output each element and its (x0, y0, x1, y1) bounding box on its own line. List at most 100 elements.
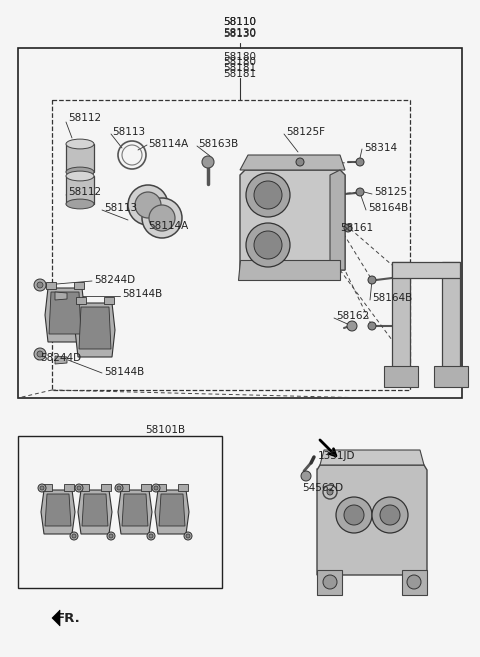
Circle shape (246, 223, 290, 267)
Text: 58125F: 58125F (286, 127, 325, 137)
Text: 58101B: 58101B (145, 425, 185, 435)
Text: 58130: 58130 (224, 28, 256, 38)
Bar (74, 282, 84, 289)
Polygon shape (122, 494, 148, 526)
Text: 58181: 58181 (223, 69, 257, 79)
Polygon shape (159, 494, 185, 526)
Circle shape (38, 484, 46, 492)
Bar (79, 484, 89, 491)
Circle shape (344, 224, 352, 232)
Ellipse shape (149, 205, 175, 231)
Polygon shape (55, 292, 67, 300)
Polygon shape (155, 490, 189, 534)
Text: 58125: 58125 (374, 187, 407, 197)
Polygon shape (82, 494, 108, 526)
Circle shape (154, 486, 158, 490)
Text: 58113: 58113 (112, 127, 145, 137)
Polygon shape (392, 262, 410, 372)
Ellipse shape (66, 167, 94, 177)
Circle shape (356, 158, 364, 166)
Circle shape (336, 497, 372, 533)
Bar (18, 48, 462, 398)
Polygon shape (41, 490, 75, 534)
Circle shape (407, 575, 421, 589)
Polygon shape (240, 170, 345, 270)
Circle shape (372, 497, 408, 533)
Text: FR.: FR. (56, 612, 81, 625)
Circle shape (344, 505, 364, 525)
Ellipse shape (128, 185, 168, 225)
Bar (156, 484, 166, 491)
Circle shape (246, 173, 290, 217)
Bar (42, 484, 52, 491)
Polygon shape (238, 260, 340, 280)
Polygon shape (434, 366, 468, 387)
Circle shape (327, 489, 333, 495)
Ellipse shape (66, 199, 94, 209)
Circle shape (75, 484, 83, 492)
Text: 58112: 58112 (68, 187, 101, 197)
Circle shape (254, 231, 282, 259)
Circle shape (34, 279, 46, 291)
Text: 58180: 58180 (224, 57, 256, 67)
Circle shape (356, 188, 364, 196)
Circle shape (147, 532, 155, 540)
Bar (119, 484, 129, 491)
Polygon shape (79, 307, 111, 349)
Bar (76, 297, 86, 304)
Circle shape (202, 156, 214, 168)
Text: 58164B: 58164B (372, 293, 412, 303)
Text: 58161: 58161 (340, 223, 373, 233)
Polygon shape (75, 303, 115, 357)
Ellipse shape (66, 171, 94, 181)
Text: 58164B: 58164B (368, 203, 408, 213)
Circle shape (40, 486, 44, 490)
Text: 58244D: 58244D (40, 353, 81, 363)
Text: 58144B: 58144B (104, 367, 144, 377)
Text: 58110: 58110 (224, 17, 256, 27)
Circle shape (109, 534, 113, 538)
Polygon shape (392, 262, 460, 278)
Polygon shape (78, 490, 112, 534)
Bar (66, 176, 94, 204)
Polygon shape (45, 494, 71, 526)
Text: 58244D: 58244D (94, 275, 135, 285)
Circle shape (368, 276, 376, 284)
Bar (46, 282, 56, 289)
Polygon shape (55, 356, 67, 364)
Bar (104, 297, 114, 304)
Text: 58114A: 58114A (148, 139, 188, 149)
Text: 58181: 58181 (223, 63, 257, 73)
Circle shape (37, 351, 43, 357)
Circle shape (184, 532, 192, 540)
Polygon shape (240, 155, 345, 170)
Text: 58114A: 58114A (148, 221, 188, 231)
Circle shape (77, 486, 81, 490)
Bar (64, 484, 74, 491)
Text: 58162: 58162 (336, 311, 369, 321)
Ellipse shape (142, 198, 182, 238)
Polygon shape (317, 570, 342, 595)
Polygon shape (45, 288, 85, 342)
Polygon shape (442, 262, 460, 372)
Text: 58113: 58113 (104, 203, 137, 213)
Polygon shape (320, 450, 424, 465)
Text: 58163B: 58163B (198, 139, 238, 149)
Bar (18, 436, 222, 588)
Circle shape (323, 575, 337, 589)
Circle shape (380, 505, 400, 525)
Circle shape (186, 534, 190, 538)
Text: 58112: 58112 (68, 113, 101, 123)
Circle shape (254, 181, 282, 209)
Text: 58314: 58314 (364, 143, 397, 153)
Polygon shape (402, 570, 427, 595)
Polygon shape (330, 170, 345, 270)
Circle shape (70, 532, 78, 540)
Text: 58144B: 58144B (122, 289, 162, 299)
Polygon shape (49, 292, 81, 334)
Text: 54562D: 54562D (302, 483, 343, 493)
Circle shape (152, 484, 160, 492)
Circle shape (72, 534, 76, 538)
Text: 58180: 58180 (224, 52, 256, 62)
Ellipse shape (135, 192, 161, 218)
